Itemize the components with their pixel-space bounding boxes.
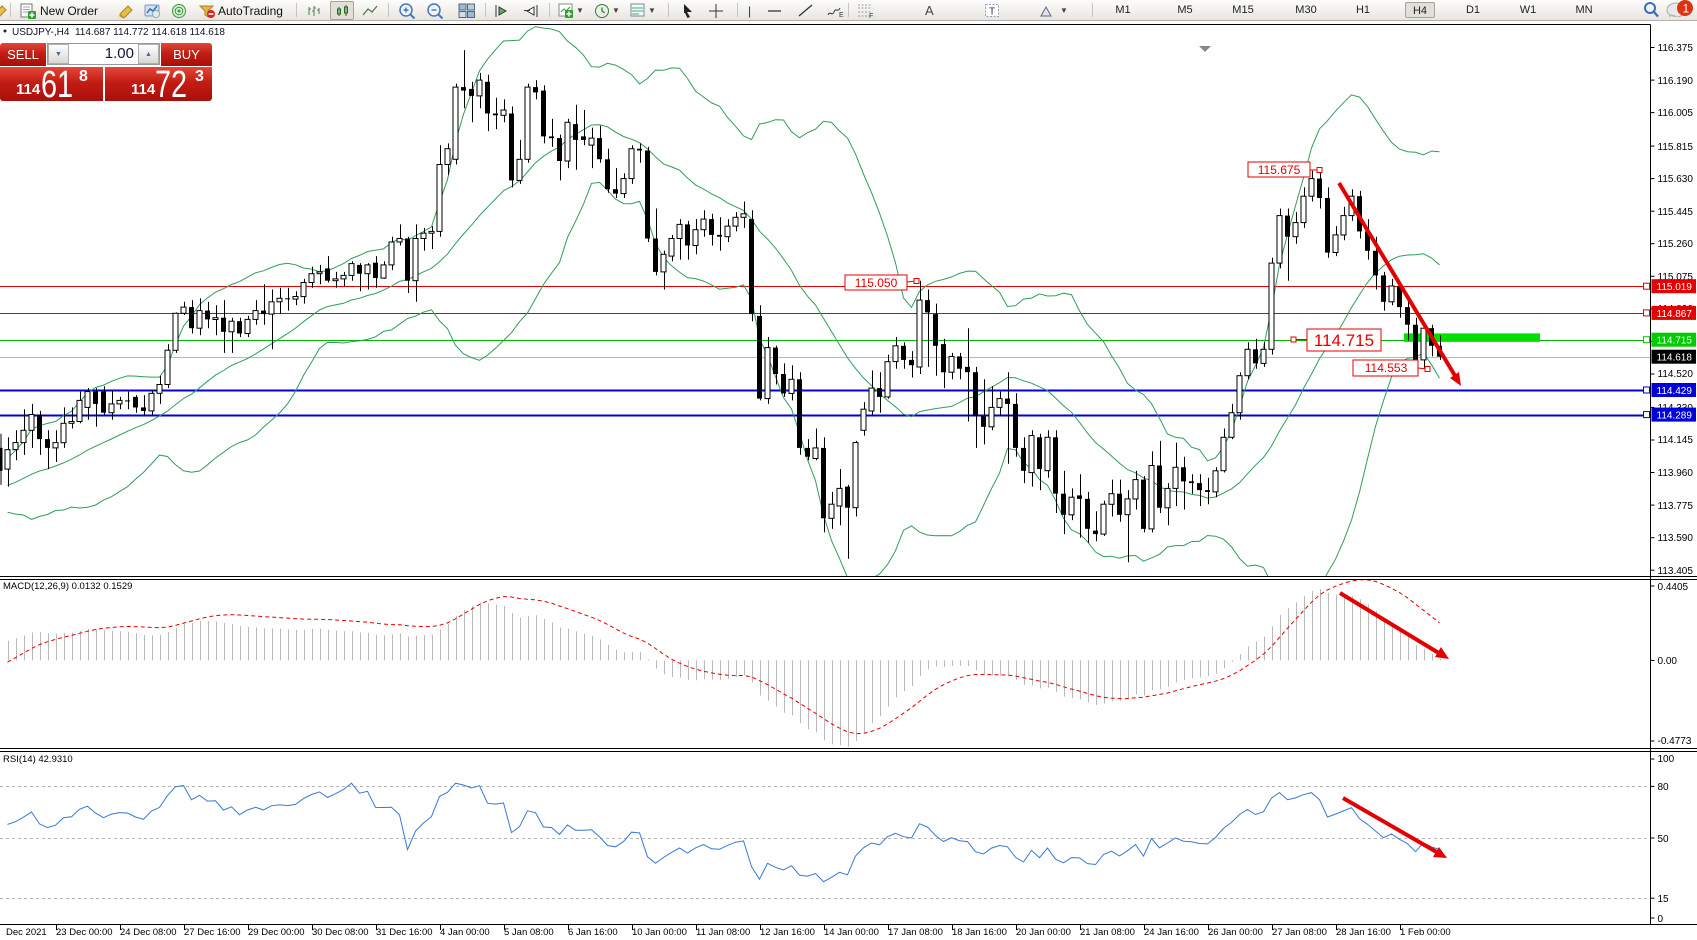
svg-text:17 Jan 08:00: 17 Jan 08:00 xyxy=(888,927,943,938)
svg-text:115.630: 115.630 xyxy=(1658,174,1694,185)
svg-text:E: E xyxy=(839,12,844,19)
svg-text:116.005: 116.005 xyxy=(1658,108,1694,119)
svg-text:24 Jan 16:00: 24 Jan 16:00 xyxy=(1144,927,1199,938)
svg-text:114.289: 114.289 xyxy=(1657,411,1693,422)
svg-text:113.960: 113.960 xyxy=(1658,468,1694,479)
svg-text:18 Jan 16:00: 18 Jan 16:00 xyxy=(952,927,1007,938)
svg-text:29 Dec 00:00: 29 Dec 00:00 xyxy=(248,927,305,938)
svg-text:11 Jan 08:00: 11 Jan 08:00 xyxy=(696,927,750,938)
svg-text:115.445: 115.445 xyxy=(1658,207,1694,218)
svg-text:113.775: 113.775 xyxy=(1658,501,1694,512)
svg-text:80: 80 xyxy=(1658,782,1670,793)
svg-text:114.618: 114.618 xyxy=(1657,353,1693,364)
svg-text:0: 0 xyxy=(1658,914,1664,925)
svg-text:115.815: 115.815 xyxy=(1658,142,1694,153)
svg-text:115.019: 115.019 xyxy=(1657,282,1693,293)
svg-text:114.520: 114.520 xyxy=(1658,369,1694,380)
svg-text:-0.4773: -0.4773 xyxy=(1658,736,1692,747)
svg-text:4 Jan 00:00: 4 Jan 00:00 xyxy=(440,927,490,938)
svg-text:1: 1 xyxy=(1683,2,1690,16)
svg-text:1 Feb 00:00: 1 Feb 00:00 xyxy=(1400,927,1451,938)
svg-text:115.050: 115.050 xyxy=(855,276,898,290)
svg-text:116.375: 116.375 xyxy=(1658,43,1694,54)
svg-text:RSI(14) 42.9310: RSI(14) 42.9310 xyxy=(3,754,73,765)
svg-text:114.867: 114.867 xyxy=(1657,309,1693,320)
svg-text:26 Jan 00:00: 26 Jan 00:00 xyxy=(1208,927,1263,938)
svg-text:114.715: 114.715 xyxy=(1657,336,1693,347)
svg-text:100: 100 xyxy=(1658,754,1675,765)
svg-text:30 Dec 08:00: 30 Dec 08:00 xyxy=(312,927,369,938)
svg-text:23 Dec 00:00: 23 Dec 00:00 xyxy=(56,927,113,938)
svg-text:113.590: 113.590 xyxy=(1658,533,1694,544)
svg-text:15: 15 xyxy=(1658,894,1670,905)
svg-text:10 Jan 00:00: 10 Jan 00:00 xyxy=(632,927,687,938)
svg-text:114.145: 114.145 xyxy=(1658,435,1694,446)
svg-text:T: T xyxy=(989,7,995,18)
svg-text:116.190: 116.190 xyxy=(1658,76,1694,87)
svg-text:14 Jan 00:00: 14 Jan 00:00 xyxy=(824,927,879,938)
svg-text:115.075: 115.075 xyxy=(1658,272,1694,283)
svg-text:5 Jan 08:00: 5 Jan 08:00 xyxy=(504,927,554,938)
svg-text:21 Jan 08:00: 21 Jan 08:00 xyxy=(1080,927,1135,938)
svg-text:12 Jan 16:00: 12 Jan 16:00 xyxy=(760,927,815,938)
svg-text:31 Dec 16:00: 31 Dec 16:00 xyxy=(376,927,433,938)
svg-text:6 Jan 16:00: 6 Jan 16:00 xyxy=(568,927,618,938)
svg-text:113.405: 113.405 xyxy=(1658,566,1694,577)
svg-text:50: 50 xyxy=(1658,834,1670,845)
svg-text:114.715: 114.715 xyxy=(1314,331,1374,350)
svg-text:28 Jan 16:00: 28 Jan 16:00 xyxy=(1336,927,1391,938)
svg-text:114.429: 114.429 xyxy=(1657,386,1693,397)
svg-text:F: F xyxy=(869,13,873,20)
svg-text:27 Jan 08:00: 27 Jan 08:00 xyxy=(1272,927,1327,938)
svg-text:20 Jan 00:00: 20 Jan 00:00 xyxy=(1016,927,1071,938)
svg-text:0.00: 0.00 xyxy=(1658,656,1678,667)
svg-text:24 Dec 08:00: 24 Dec 08:00 xyxy=(120,927,177,938)
svg-text:USDJPY-,H4 114.687 114.772 11: USDJPY-,H4 114.687 114.772 114.618 114.6… xyxy=(12,27,225,38)
svg-text:Dec 2021: Dec 2021 xyxy=(6,927,47,938)
svg-text:115.675: 115.675 xyxy=(1258,163,1301,177)
svg-text:0.4405: 0.4405 xyxy=(1658,582,1689,593)
svg-text:27 Dec 16:00: 27 Dec 16:00 xyxy=(184,927,241,938)
svg-text:114.553: 114.553 xyxy=(1365,361,1408,375)
svg-text:115.260: 115.260 xyxy=(1658,239,1694,250)
svg-text:MACD(12,26,9) 0.0132 0.1529: MACD(12,26,9) 0.0132 0.1529 xyxy=(3,581,132,592)
